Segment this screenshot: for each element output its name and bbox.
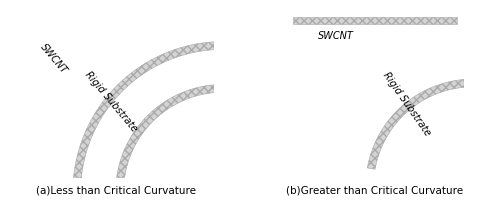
Polygon shape [368,80,464,169]
Text: SWCNT: SWCNT [318,31,354,41]
Polygon shape [293,17,457,25]
Text: Rigid Substrate: Rigid Substrate [382,69,433,137]
Polygon shape [116,85,222,187]
Text: SWCNT: SWCNT [38,42,69,76]
Text: (a)Less than Critical Curvature: (a)Less than Critical Curvature [36,185,196,195]
Text: Rigid Substrate: Rigid Substrate [82,69,139,133]
Polygon shape [73,42,221,185]
Text: (b)Greater than Critical Curvature: (b)Greater than Critical Curvature [286,185,463,195]
